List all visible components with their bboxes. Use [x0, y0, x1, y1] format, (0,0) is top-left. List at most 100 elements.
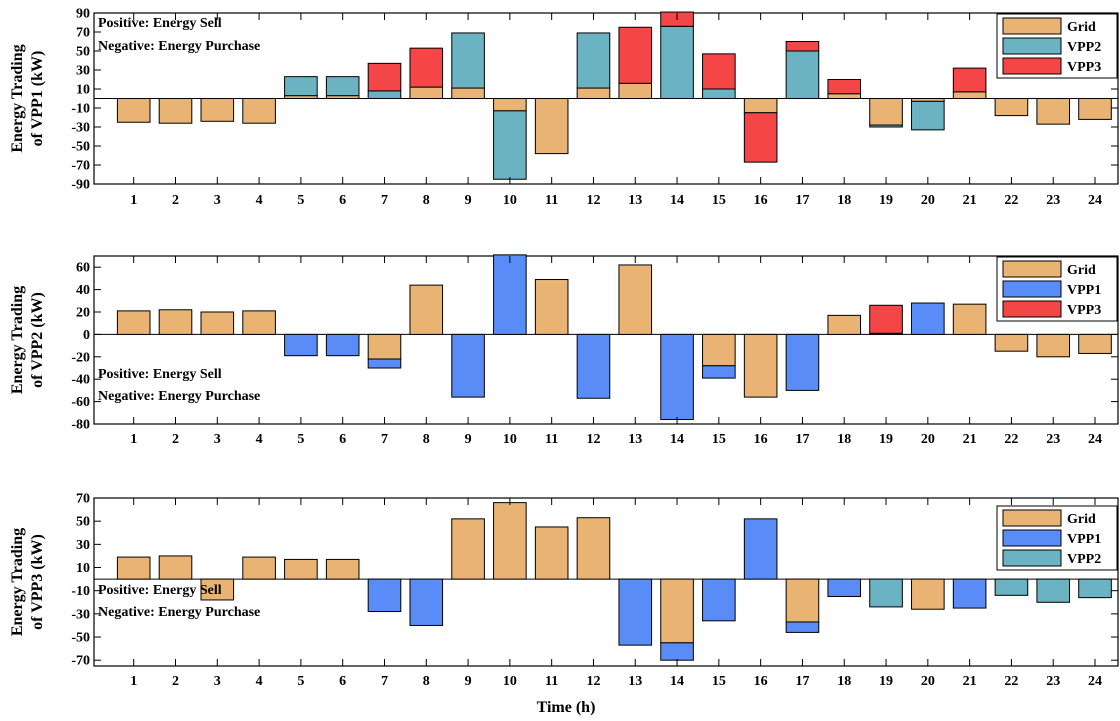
x-tick-label: 5	[297, 432, 304, 447]
x-tick-label: 8	[423, 674, 430, 689]
bar-grid-1	[116, 98, 151, 123]
bar-vpp2-9	[451, 32, 485, 89]
bar-grid-18	[827, 93, 862, 99]
legend-swatch-vpp2	[1002, 37, 1062, 55]
x-tick-label: 8	[423, 432, 430, 447]
legend-swatch-vpp3	[1002, 57, 1062, 75]
y-tick-label: 70	[76, 492, 90, 507]
bar-grid-3	[200, 98, 235, 122]
y-axis-label: of VPP2 (kW)	[29, 292, 46, 388]
bar-grid-16	[743, 333, 778, 398]
x-tick-label: 12	[586, 432, 600, 447]
x-tick-label: 7	[381, 432, 388, 447]
annotation-positive: Positive: Energy Sell	[98, 16, 222, 31]
bar-vpp3-8	[409, 47, 444, 88]
bar-grid-5	[284, 558, 318, 580]
y-axis-label: Energy Trading	[9, 44, 26, 152]
bar-grid-19	[869, 98, 903, 126]
bar-grid-12	[576, 87, 611, 100]
x-tick-label: 5	[297, 674, 304, 689]
bar-vpp1-6	[325, 333, 360, 357]
x-tick-label: 15	[712, 674, 726, 689]
x-tick-label: 3	[214, 674, 221, 689]
bar-grid-6	[325, 558, 360, 580]
bar-vpp3-16	[743, 112, 778, 163]
y-axis-label: Energy Trading	[9, 528, 26, 636]
annotation-positive: Positive: Energy Sell	[98, 367, 222, 382]
x-tick-label: 9	[465, 674, 472, 689]
x-tick-label: 20	[921, 674, 935, 689]
bar-vpp1-5	[284, 333, 318, 357]
bar-vpp3-7	[367, 62, 402, 92]
x-tick-label: 4	[256, 674, 263, 689]
bar-grid-13	[618, 82, 653, 100]
x-tick-label: 21	[963, 193, 977, 208]
x-tick-label: 24	[1088, 674, 1102, 689]
bar-grid-21	[952, 303, 987, 335]
bar-vpp1-12	[576, 333, 611, 399]
legend-swatch-vpp3	[1002, 300, 1062, 318]
annotation-negative: Negative: Energy Purchase	[98, 39, 260, 54]
y-tick-label: -30	[71, 607, 90, 622]
y-tick-label: 30	[76, 64, 90, 79]
x-tick-label: 7	[381, 674, 388, 689]
x-tick-label: 1	[130, 193, 137, 208]
y-tick-label: 0	[83, 328, 90, 343]
x-tick-label: 21	[963, 432, 977, 447]
x-tick-label: 11	[545, 432, 558, 447]
x-tick-label: 2	[172, 193, 179, 208]
bar-vpp3-15	[702, 53, 736, 90]
bar-vpp1-15	[702, 365, 736, 379]
bar-vpp1-14	[660, 333, 694, 421]
x-tick-label: 1	[130, 432, 137, 447]
x-tick-label: 24	[1088, 432, 1102, 447]
bar-grid-2	[158, 309, 193, 335]
bar-grid-10	[493, 502, 527, 580]
bar-grid-4	[242, 556, 276, 580]
bar-grid-22	[994, 333, 1029, 352]
bar-grid-7	[367, 333, 402, 360]
legend-label-grid: Grid	[1067, 512, 1096, 527]
bar-vpp3-18	[827, 79, 862, 95]
bar-vpp2-7	[367, 90, 402, 100]
x-tick-label: 24	[1088, 193, 1102, 208]
x-tick-label: 16	[754, 432, 768, 447]
y-tick-label: -70	[71, 654, 90, 669]
bar-vpp3-17	[785, 41, 820, 52]
bar-vpp2-19	[869, 578, 903, 608]
bar-vpp1-20	[911, 302, 945, 335]
x-tick-label: 14	[670, 432, 684, 447]
y-tick-label: -10	[71, 584, 90, 599]
x-tick-label: 3	[214, 193, 221, 208]
bar-vpp1-15	[702, 578, 736, 622]
x-tick-label: 19	[879, 674, 893, 689]
legend-swatch-vpp1	[1002, 280, 1062, 298]
y-tick-label: 20	[76, 306, 90, 321]
bar-grid-2	[158, 555, 193, 580]
bar-vpp2-12	[576, 32, 611, 89]
x-tick-label: 15	[712, 193, 726, 208]
legend-swatch-grid	[1002, 17, 1062, 35]
y-tick-label: 10	[76, 561, 90, 576]
x-tick-label: 2	[172, 432, 179, 447]
bar-grid-20	[911, 578, 945, 610]
bar-grid-17	[785, 578, 820, 623]
x-tick-label: 17	[795, 674, 809, 689]
bar-grid-18	[827, 314, 862, 335]
annotation-negative: Negative: Energy Purchase	[98, 389, 260, 404]
y-tick-label: 50	[76, 515, 90, 530]
y-tick-label: 60	[76, 261, 90, 276]
bar-vpp1-9	[451, 333, 485, 398]
bar-vpp2-24	[1078, 578, 1112, 599]
bar-vpp2-17	[785, 50, 820, 99]
legend-label-grid: Grid	[1067, 263, 1096, 278]
y-tick-label: 10	[76, 83, 90, 98]
legend-swatch-grid	[1002, 260, 1062, 278]
y-tick-label: -60	[71, 395, 90, 410]
bar-vpp2-15	[702, 88, 736, 99]
bar-grid-8	[409, 86, 444, 99]
bar-grid-13	[618, 264, 653, 335]
